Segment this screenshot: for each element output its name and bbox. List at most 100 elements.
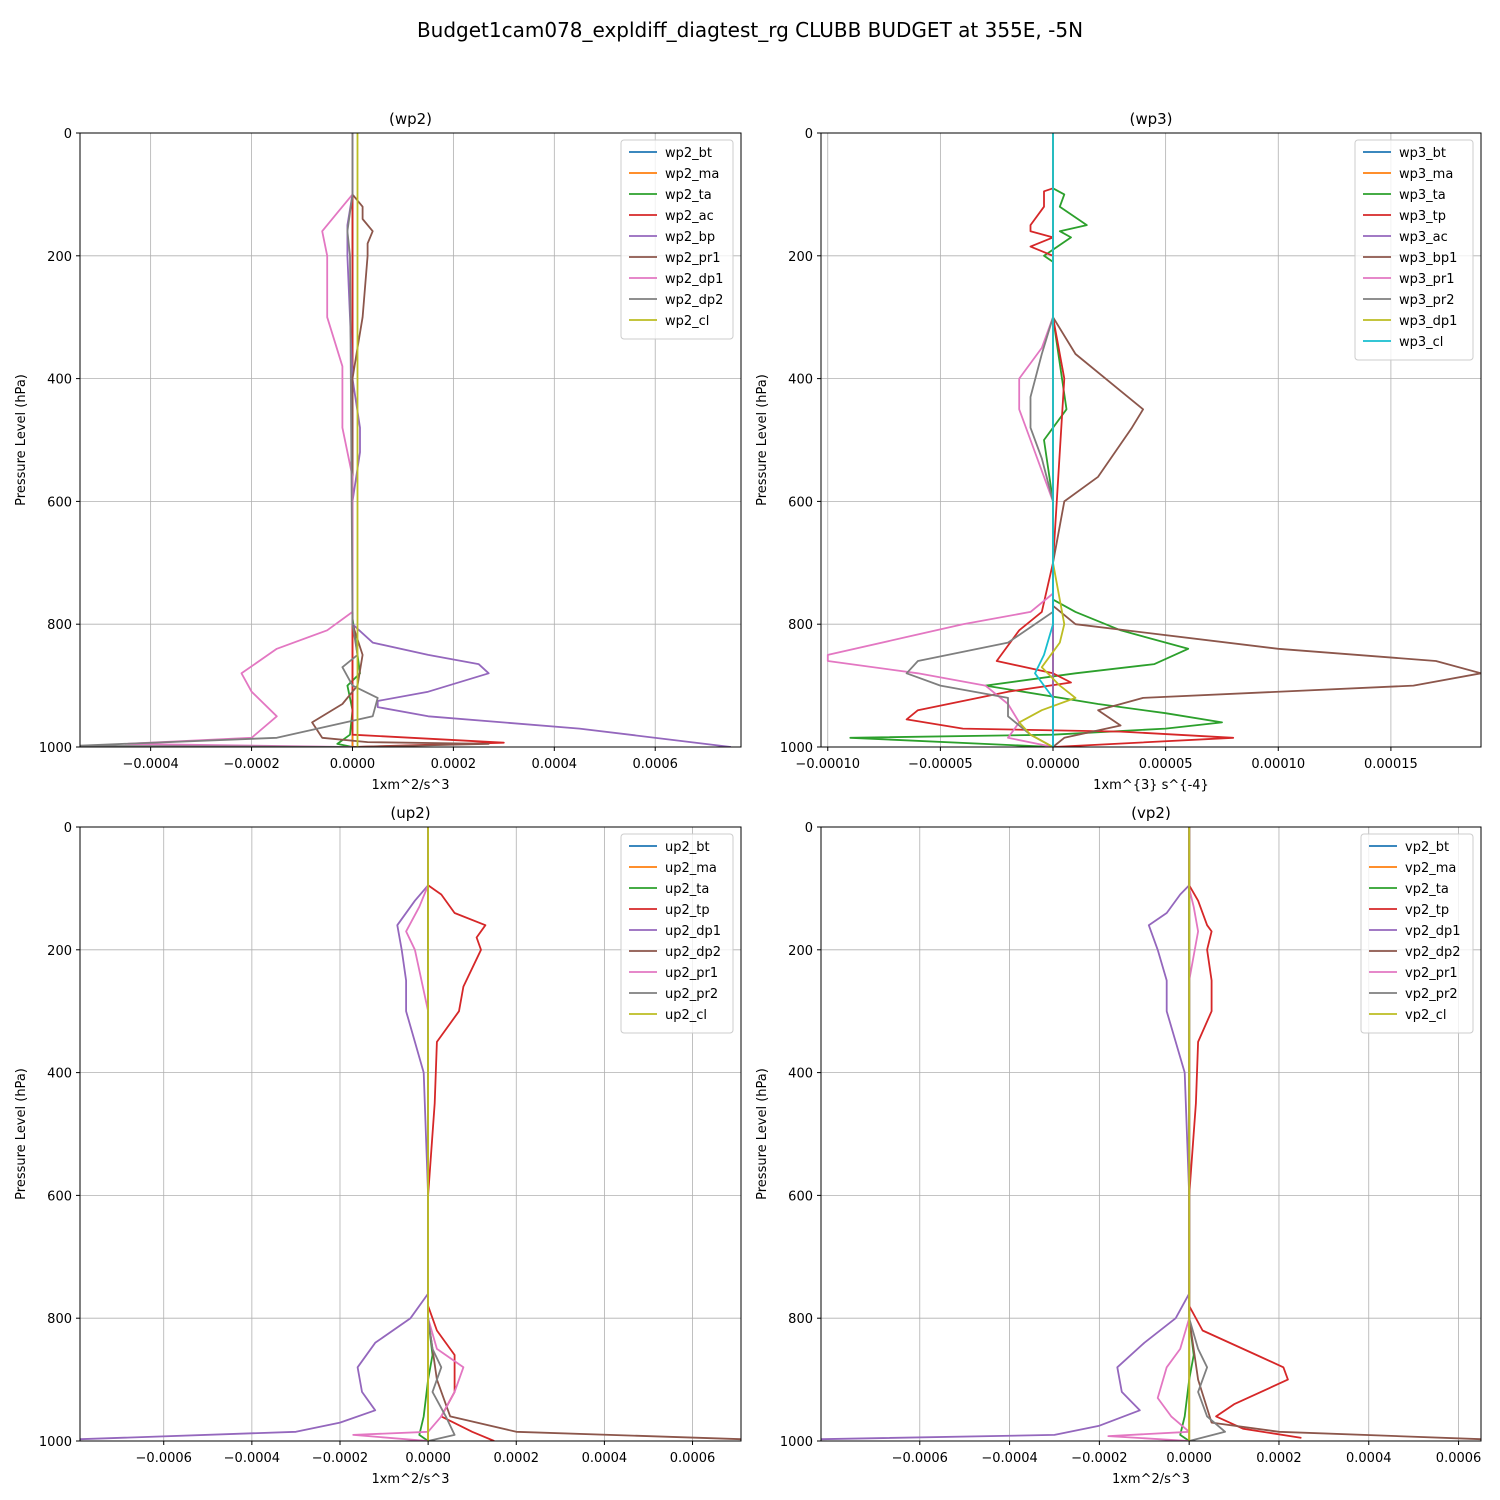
legend-label: up2_bt [665,840,710,855]
y-tick-label: 800 [47,1312,72,1327]
legend-label: up2_cl [665,1008,707,1023]
series-line-up2_pr1 [352,827,465,1441]
chart-title: (wp2) [389,110,432,128]
legend-label: up2_dp2 [665,945,721,960]
x-tick-label: 0.0002 [1256,1451,1302,1466]
y-tick-label: 0 [64,821,72,836]
legend-label: vp2_tp [1405,903,1449,918]
x-tick-label: 0.0006 [632,757,678,772]
legend-label: wp3_tp [1399,209,1446,224]
x-tick-label: 0.0002 [494,1451,540,1466]
x-tick-label: −0.0002 [312,1451,368,1466]
legend-label: up2_ta [665,882,709,897]
legend-label: vp2_ma [1405,861,1456,876]
chart-title: (wp3) [1129,110,1172,128]
axes-frame [79,826,742,1442]
legend-box [1360,833,1474,1034]
legend-label: up2_pr2 [665,987,718,1002]
legend-label: up2_tp [665,903,710,918]
y-tick-label: 1000 [39,741,72,756]
legend-label: up2_pr1 [665,966,718,981]
x-tick-label: 0.0006 [1436,1451,1482,1466]
y-tick-label: 200 [788,944,813,959]
chart-panel: −0.0006 −0.0004 −0.0002 0.0000 0.0002 0.0004 0… [755,804,1482,1487]
legend-label: vp2_dp2 [1405,945,1461,960]
series-line-vp2_tp [1188,827,1302,1439]
x-tick-label: 0.0004 [532,757,578,772]
legend-label: wp2_ac [665,209,714,224]
legend-label: wp2_ta [665,188,712,203]
x-tick-label: −0.0006 [136,1451,192,1466]
x-tick-label: 0.0004 [1346,1451,1392,1466]
legend-label: wp3_ma [1399,167,1453,182]
x-axis-label: 1xm^2/s^3 [371,1472,449,1487]
y-axis-label: Pressure Level (hPa) [755,374,770,506]
legend-label: wp3_pr1 [1399,272,1455,287]
y-tick-label: 1000 [780,1435,813,1450]
x-axis-label: 1xm^2/s^3 [371,778,449,793]
series-line-wp2_pr1 [311,133,490,747]
y-tick-label: 800 [47,618,72,633]
y-tick-label: 200 [47,250,72,265]
x-tick-label: 0.0006 [670,1451,716,1466]
x-tick-label: 0.0004 [582,1451,628,1466]
series-group [821,827,1481,1441]
legend-label: up2_dp1 [665,924,721,939]
x-tick-label: −0.0004 [224,1451,280,1466]
y-tick-label: 200 [788,250,813,265]
series-line-wp2_dp2 [80,133,379,747]
legend-label: vp2_bt [1405,840,1449,855]
legend: wp3_bt wp3_ma wp3_ta wp3_tp wp3_ac wp3_bp1 wp3… [1354,139,1474,361]
y-tick-label: 1000 [780,741,813,756]
y-axis-label: Pressure Level (hPa) [14,374,29,506]
series-group [80,827,741,1441]
series-line-vp2_dp1 [821,827,1191,1441]
y-tick-label: 400 [788,373,813,388]
x-axis-label: 1xm^{3} s^{-4} [1093,778,1209,793]
y-tick-label: 600 [47,495,72,510]
x-tick-label: −0.00005 [908,757,973,772]
legend-label: wp2_cl [665,314,709,329]
x-tick-label: 0.00005 [1139,757,1193,772]
chart-panel: −0.00010 −0.00005 0.00000 0.00005 0.00010 0.0… [755,110,1482,793]
series-line-wp3_pr2 [905,133,1054,747]
legend-label: vp2_ta [1405,882,1449,897]
legend-label: vp2_cl [1405,1008,1446,1023]
legend: vp2_bt vp2_ma vp2_ta vp2_tp vp2_dp1 vp2_dp2vp… [1360,833,1474,1034]
x-tick-label: 0.00010 [1251,757,1305,772]
legend-label: wp3_ta [1399,188,1446,203]
x-tick-label: 0.0000 [405,1451,451,1466]
x-tick-label: 0.00000 [1026,757,1080,772]
y-tick-label: 1000 [39,1435,72,1450]
legend-box [1354,139,1474,361]
series-group [80,133,732,747]
legend-label: wp3_bp1 [1399,251,1457,266]
y-tick-label: 400 [788,1067,813,1082]
legend: wp2_bt wp2_ma wp2_ta wp2_ac wp2_bp wp2_pr1 wp2… [620,139,734,340]
x-tick-label: −0.0002 [1071,1451,1127,1466]
x-tick-label: −0.0002 [223,757,279,772]
y-axis-label: Pressure Level (hPa) [755,1068,770,1200]
series-line-wp3_bp1 [1052,133,1481,747]
y-tick-label: 400 [47,1067,72,1082]
x-tick-label: −0.0004 [981,1451,1037,1466]
legend-label: vp2_dp1 [1405,924,1461,939]
y-tick-label: 800 [788,618,813,633]
legend-label: vp2_pr2 [1405,987,1458,1002]
series-line-vp2_pr2 [1188,827,1226,1441]
legend-label: wp2_ma [665,167,719,182]
y-tick-label: 600 [788,1189,813,1204]
legend-label: wp3_pr2 [1399,293,1455,308]
x-tick-label: −0.0006 [892,1451,948,1466]
legend-label: wp3_cl [1399,335,1443,350]
x-tick-label: −0.0004 [122,757,178,772]
series-line-wp2_bp [346,133,732,747]
y-tick-label: 0 [805,821,813,836]
series-group [826,133,1481,747]
x-tick-label: 0.0000 [330,757,376,772]
chart-title: (up2) [390,804,430,822]
x-tick-label: −0.00010 [795,757,860,772]
x-axis-label: 1xm^2/s^3 [1112,1472,1190,1487]
legend-box [620,833,734,1034]
